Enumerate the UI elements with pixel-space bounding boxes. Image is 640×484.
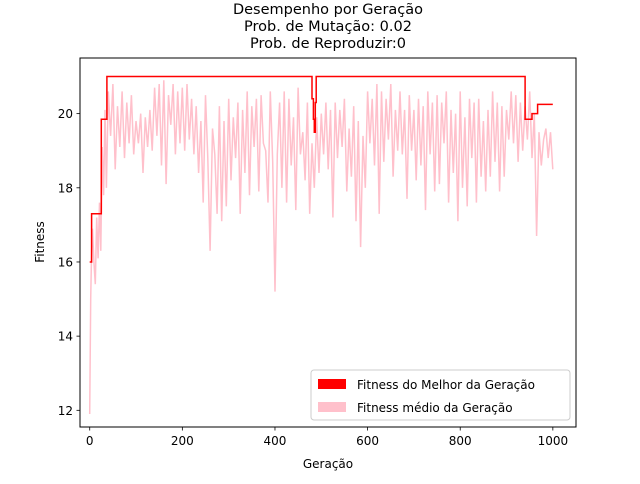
chart-title-line-1: Desempenho por Geração xyxy=(233,2,423,18)
plot-frame xyxy=(79,57,577,428)
legend-label-best-fitness: Fitness do Melhor da Geração xyxy=(357,378,535,392)
y-tick-label: 14 xyxy=(58,330,73,344)
chart-title: Desempenho por Geração Prob. de Mutação:… xyxy=(233,2,423,52)
x-axis-label: Geração xyxy=(303,457,353,471)
x-tick-label: 200 xyxy=(171,434,194,448)
legend-box xyxy=(310,369,571,421)
y-axis: 12 14 16 18 20 xyxy=(58,107,80,418)
legend: Fitness do Melhor da Geração Fitness méd… xyxy=(310,369,571,421)
x-tick-label: 800 xyxy=(449,434,472,448)
x-axis: 0 200 400 600 800 1000 xyxy=(86,427,568,448)
y-tick-label: 16 xyxy=(58,255,73,269)
y-tick-label: 20 xyxy=(58,107,73,121)
x-tick-label: 0 xyxy=(86,434,94,448)
y-tick-label: 12 xyxy=(58,404,73,418)
series-layer xyxy=(88,75,554,415)
x-tick-label: 600 xyxy=(356,434,379,448)
legend-swatch-best-fitness xyxy=(318,379,346,389)
x-tick-label: 400 xyxy=(264,434,287,448)
y-axis-label: Fitness xyxy=(33,221,47,263)
series-line-mean-fitness xyxy=(88,80,554,415)
legend-swatch-mean-fitness xyxy=(318,402,346,412)
chart-title-line-2: Prob. de Mutação: 0.02 xyxy=(244,19,412,35)
legend-label-mean-fitness: Fitness médio da Geração xyxy=(357,401,513,415)
x-tick-label: 1000 xyxy=(538,434,569,448)
series-line-best-fitness xyxy=(89,75,553,263)
y-tick-label: 18 xyxy=(58,181,73,195)
chart-title-line-3: Prob. de Reproduzir:0 xyxy=(250,36,406,52)
